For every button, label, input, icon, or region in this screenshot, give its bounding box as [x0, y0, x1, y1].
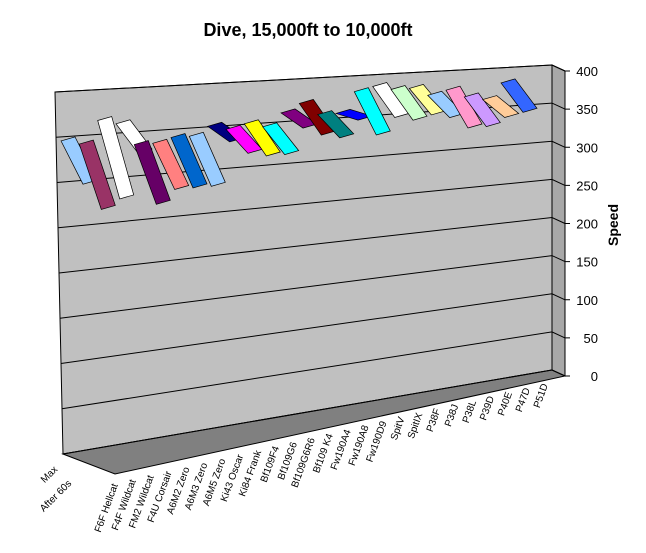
gridline [54, 64, 566, 93]
series-ribbon [152, 138, 190, 190]
series-label: P39D [478, 395, 497, 422]
y-axis-ticks: 0 50 100 150 200 250 300 350 400 [565, 64, 598, 384]
series-label: Fw190D9 [365, 419, 390, 463]
y-axis-label: Speed [605, 204, 621, 246]
y-tick-label: 100 [576, 293, 598, 308]
series-label: SpitV [389, 415, 408, 442]
y-tick-label: 150 [576, 255, 598, 270]
y-tick-label: 350 [576, 102, 598, 117]
series-ribbon [243, 119, 281, 157]
series-ribbons [60, 78, 538, 210]
y-tick-label: 400 [576, 64, 598, 79]
series-ribbon [445, 85, 483, 129]
gridline [56, 140, 566, 183]
chart-walls [54, 64, 567, 475]
series-label: P40E [496, 390, 515, 417]
gridline [59, 255, 566, 319]
gridline [58, 216, 566, 274]
series-label: P47D [514, 386, 533, 413]
series-label: P38L [461, 399, 479, 425]
gridline [57, 178, 566, 229]
series-ribbon [500, 78, 538, 113]
gridline [60, 293, 566, 364]
series-ribbon [78, 139, 116, 210]
x-tick-label: After 60s [38, 478, 74, 514]
series-ribbon [97, 116, 135, 200]
gridline [61, 331, 566, 410]
gridline [62, 369, 566, 455]
y-tick-label: 50 [584, 331, 598, 346]
y-tick-label: 300 [576, 140, 598, 155]
series-ribbon [262, 122, 300, 156]
series-ribbon [481, 95, 520, 118]
series-ribbon [170, 133, 208, 189]
series-label: P38J [443, 403, 461, 428]
series-label: P38F [425, 407, 444, 433]
series-label: SpitIX [406, 411, 426, 440]
y-tick-label: 0 [591, 369, 598, 384]
chart-title: Dive, 15,000ft to 10,000ft [203, 20, 412, 40]
y-tick-label: 200 [576, 217, 598, 232]
series-ribbon [390, 85, 428, 121]
y-tick-label: 250 [576, 178, 598, 193]
x-tick-label: Max [39, 464, 60, 485]
series-ribbon [133, 140, 171, 205]
series-ribbon [463, 92, 501, 128]
series-label: P51D [532, 382, 551, 409]
series-ribbon [317, 110, 355, 139]
series-ribbon [188, 131, 226, 187]
gridlines [54, 64, 566, 455]
series-ribbon [353, 87, 391, 136]
